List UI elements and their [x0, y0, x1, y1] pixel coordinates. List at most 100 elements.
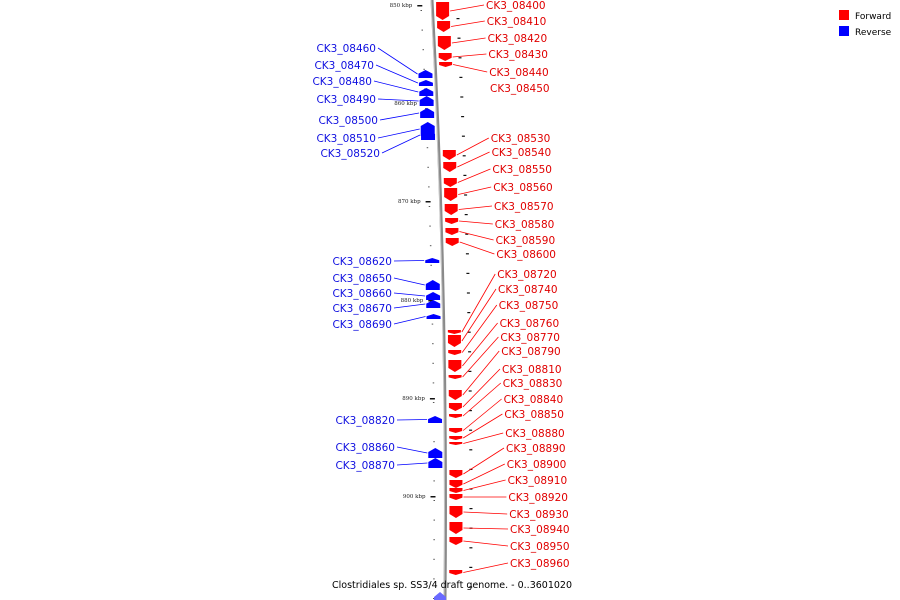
minor-tick — [457, 37, 461, 39]
forward-gene-label: CK3_08410 — [487, 16, 547, 28]
forward-gene-label: CK3_08930 — [509, 509, 569, 521]
reverse-gene-label: CK3_08650 — [332, 273, 392, 285]
forward-gene-label: CK3_08960 — [510, 558, 570, 570]
reverse-leader-line — [373, 80, 419, 93]
minor-tick — [468, 410, 472, 412]
minor-tick — [425, 108, 427, 109]
minor-tick — [433, 480, 435, 482]
forward-gene-label: CK3_08570 — [494, 201, 554, 213]
minor-tick — [428, 206, 431, 207]
minor-tick — [469, 429, 473, 431]
minor-tick — [467, 331, 471, 333]
minor-tick — [466, 272, 470, 274]
legend-reverse-swatch — [839, 26, 849, 36]
forward-leader-line — [463, 463, 505, 485]
forward-gene-label: CK3_08840 — [504, 394, 564, 406]
forward-gene-arrow — [449, 480, 463, 488]
reverse-gene-label: CK3_08480 — [312, 76, 372, 88]
minor-tick — [433, 539, 435, 541]
forward-gene-arrow — [439, 62, 453, 67]
kbp-tick — [425, 201, 431, 203]
reverse-gene-label: CK3_08510 — [316, 133, 376, 145]
minor-tick — [431, 323, 434, 325]
minor-tick — [432, 343, 434, 345]
reverse-leader-line — [393, 277, 425, 286]
reverse-leader-line — [379, 112, 420, 121]
reverse-gene-arrow — [426, 292, 441, 300]
minor-tick — [460, 96, 464, 98]
reverse-gene-label: CK3_08690 — [332, 319, 392, 331]
leader-lines — [373, 4, 509, 573]
kbp-tick — [430, 496, 436, 498]
forward-leader-line — [456, 137, 489, 156]
forward-leader-line — [451, 37, 486, 44]
minor-tick — [433, 519, 435, 521]
minor-tick — [423, 68, 425, 70]
reverse-leader-line — [377, 128, 420, 139]
minor-tick — [432, 362, 434, 364]
forward-gene-arrow — [442, 150, 456, 160]
forward-leader-line — [463, 527, 509, 530]
kbp-tick — [428, 300, 434, 302]
forward-gene-arrow — [438, 53, 452, 61]
genome-axis — [430, 0, 447, 600]
forward-gene-label: CK3_08940 — [510, 524, 570, 536]
forward-gene-label: CK3_08950 — [510, 541, 570, 553]
forward-gene-arrow — [436, 2, 450, 20]
reverse-leader-line — [375, 64, 419, 84]
forward-gene-arrow — [449, 414, 463, 418]
reverse-gene-arrow — [418, 80, 433, 86]
forward-leader-line — [462, 350, 500, 396]
minor-tick — [463, 174, 467, 176]
minor-tick — [428, 186, 430, 188]
forward-leader-line — [457, 168, 491, 183]
forward-gene-arrow — [448, 390, 462, 400]
forward-gene-label: CK3_08440 — [489, 67, 549, 79]
minor-tick — [426, 147, 429, 149]
minor-tick — [433, 598, 435, 599]
legend-forward-swatch — [839, 10, 849, 20]
reverse-gene-label: CK3_08860 — [335, 442, 395, 454]
reverse-gene-arrow — [428, 458, 443, 468]
forward-leader-line — [462, 382, 502, 417]
reverse-gene-arrow — [419, 88, 434, 96]
reverse-gene-label: CK3_08820 — [335, 415, 395, 427]
minor-tick — [468, 351, 472, 353]
reverse-leader-line — [381, 134, 421, 154]
kbp-label: 890 kbp — [402, 396, 425, 402]
forward-leader-line — [463, 432, 504, 444]
kbp-label: 870 kbp — [398, 199, 421, 205]
minor-tick — [469, 566, 473, 568]
forward-gene-label: CK3_08450 — [490, 83, 550, 95]
forward-gene-label: CK3_08400 — [486, 0, 546, 12]
forward-gene-arrow — [449, 570, 463, 575]
forward-gene-arrow — [448, 360, 462, 372]
forward-gene-label: CK3_08850 — [504, 409, 564, 421]
forward-gene-arrow — [449, 428, 463, 433]
forward-gene-arrow — [448, 375, 462, 379]
minor-tick — [429, 225, 431, 227]
forward-leader-line — [450, 4, 485, 12]
gene-arrows — [418, 2, 463, 600]
kbp-labels: 850 kbp 860 kbp 870 kbp 880 kbp 890 kbp 900 k… — [390, 3, 426, 500]
forward-gene-arrow — [445, 238, 459, 246]
minor-tick — [427, 166, 429, 168]
forward-gene-arrow — [437, 36, 451, 50]
forward-gene-label: CK3_08900 — [507, 459, 567, 471]
minor-tick — [461, 135, 465, 137]
forward-gene-label: CK3_08910 — [508, 475, 568, 487]
reverse-leader-line — [396, 419, 428, 421]
forward-gene-arrow — [444, 204, 458, 215]
forward-leader-line — [453, 64, 488, 73]
forward-leader-line — [452, 53, 487, 58]
forward-gene-arrow — [449, 506, 463, 518]
minor-tick — [468, 390, 472, 392]
reverse-leader-line — [377, 47, 418, 75]
minor-tick — [430, 264, 432, 266]
legend-forward-label: Forward — [855, 12, 891, 22]
genome-caption: Clostridiales sp. SS3/4 draft genome. - … — [332, 580, 572, 591]
forward-gene-arrow — [447, 330, 461, 334]
forward-leader-line — [462, 413, 503, 439]
forward-leader-line — [458, 186, 492, 195]
forward-gene-label: CK3_08600 — [496, 249, 556, 261]
